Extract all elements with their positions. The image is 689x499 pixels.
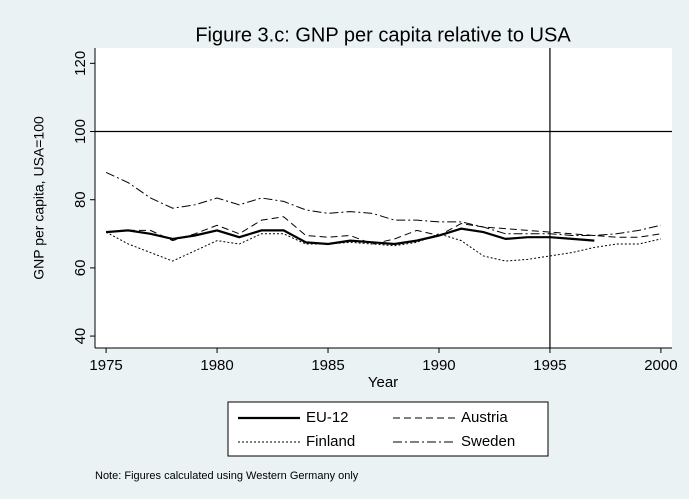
- legend-box: [227, 401, 549, 457]
- x-tick-label: 1980: [200, 357, 233, 374]
- legend-label: EU-12: [306, 409, 349, 426]
- x-axis-label: Year: [368, 374, 398, 391]
- y-tick-label: 80: [72, 191, 89, 208]
- x-tick-label: 2000: [644, 357, 677, 374]
- legend-label: Sweden: [461, 433, 515, 450]
- x-tick-label: 1995: [533, 357, 566, 374]
- y-tick-label: 100: [72, 119, 89, 144]
- series-line: [106, 216, 661, 245]
- x-tick-label: 1985: [311, 357, 344, 374]
- series-line: [105, 171, 662, 236]
- series-line: [106, 227, 595, 246]
- x-tick-label: 1975: [89, 357, 122, 374]
- x-tick-label: 1990: [422, 357, 455, 374]
- y-tick-label: 40: [72, 328, 89, 345]
- y-axis-label: GNP per capita, USA=100: [31, 116, 47, 280]
- series-line: [105, 231, 662, 262]
- chart-title: Figure 3.c: GNP per capita relative to U…: [195, 24, 571, 46]
- y-tick-label: 120: [72, 51, 89, 76]
- legend-label: Finland: [306, 433, 355, 450]
- note: Note: Figures calculated using Western G…: [95, 470, 359, 482]
- plot-area: [95, 48, 672, 348]
- legend-label: Austria: [461, 409, 508, 426]
- y-tick-label: 60: [72, 260, 89, 277]
